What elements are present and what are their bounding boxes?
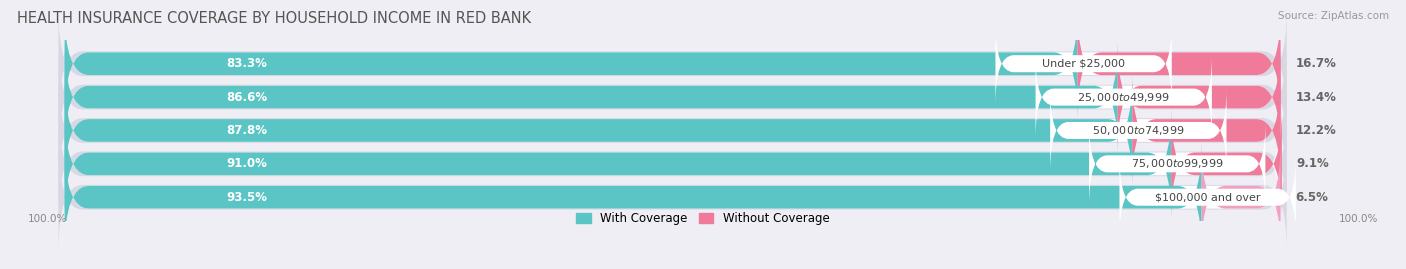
FancyBboxPatch shape xyxy=(59,76,1286,185)
Text: 86.6%: 86.6% xyxy=(226,91,267,104)
FancyBboxPatch shape xyxy=(1132,75,1281,186)
Legend: With Coverage, Without Coverage: With Coverage, Without Coverage xyxy=(572,207,834,229)
Text: HEALTH INSURANCE COVERAGE BY HOUSEHOLD INCOME IN RED BANK: HEALTH INSURANCE COVERAGE BY HOUSEHOLD I… xyxy=(17,11,531,26)
Text: 100.0%: 100.0% xyxy=(1339,214,1378,224)
FancyBboxPatch shape xyxy=(65,75,1281,186)
Text: 6.5%: 6.5% xyxy=(1295,191,1329,204)
Text: 13.4%: 13.4% xyxy=(1295,91,1336,104)
FancyBboxPatch shape xyxy=(59,9,1286,118)
Text: 16.7%: 16.7% xyxy=(1295,57,1336,70)
FancyBboxPatch shape xyxy=(1036,55,1212,139)
FancyBboxPatch shape xyxy=(65,8,1077,119)
FancyBboxPatch shape xyxy=(65,108,1281,219)
Text: 9.1%: 9.1% xyxy=(1296,157,1329,170)
FancyBboxPatch shape xyxy=(1077,8,1281,119)
FancyBboxPatch shape xyxy=(65,42,1281,153)
Text: Source: ZipAtlas.com: Source: ZipAtlas.com xyxy=(1278,11,1389,21)
FancyBboxPatch shape xyxy=(65,42,1118,153)
FancyBboxPatch shape xyxy=(1050,89,1226,172)
FancyBboxPatch shape xyxy=(1119,156,1296,239)
FancyBboxPatch shape xyxy=(1171,108,1282,219)
FancyBboxPatch shape xyxy=(65,142,1281,253)
FancyBboxPatch shape xyxy=(1090,122,1265,206)
FancyBboxPatch shape xyxy=(1202,142,1281,253)
FancyBboxPatch shape xyxy=(65,8,1281,119)
Text: 12.2%: 12.2% xyxy=(1295,124,1336,137)
FancyBboxPatch shape xyxy=(59,109,1286,218)
FancyBboxPatch shape xyxy=(65,142,1202,253)
FancyBboxPatch shape xyxy=(1118,42,1281,153)
Text: $25,000 to $49,999: $25,000 to $49,999 xyxy=(1077,91,1170,104)
Text: 91.0%: 91.0% xyxy=(226,157,267,170)
Text: 93.5%: 93.5% xyxy=(226,191,267,204)
FancyBboxPatch shape xyxy=(59,43,1286,151)
Text: 87.8%: 87.8% xyxy=(226,124,267,137)
Text: Under $25,000: Under $25,000 xyxy=(1042,59,1125,69)
Text: $100,000 and over: $100,000 and over xyxy=(1154,192,1260,202)
Text: $75,000 to $99,999: $75,000 to $99,999 xyxy=(1130,157,1223,170)
Text: 83.3%: 83.3% xyxy=(226,57,267,70)
FancyBboxPatch shape xyxy=(65,75,1132,186)
Text: 100.0%: 100.0% xyxy=(28,214,67,224)
Text: $50,000 to $74,999: $50,000 to $74,999 xyxy=(1092,124,1185,137)
FancyBboxPatch shape xyxy=(995,22,1171,105)
FancyBboxPatch shape xyxy=(65,108,1171,219)
FancyBboxPatch shape xyxy=(59,143,1286,252)
